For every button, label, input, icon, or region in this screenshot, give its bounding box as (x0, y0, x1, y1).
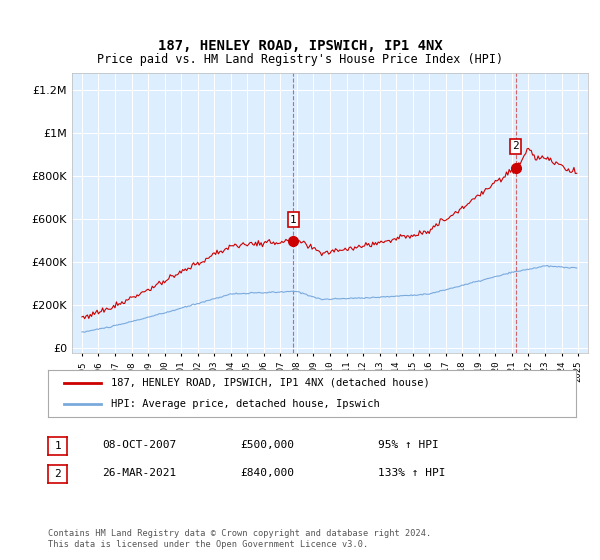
Text: 2: 2 (54, 469, 61, 479)
Text: 1: 1 (54, 441, 61, 451)
Text: 95% ↑ HPI: 95% ↑ HPI (378, 440, 439, 450)
Text: 187, HENLEY ROAD, IPSWICH, IP1 4NX (detached house): 187, HENLEY ROAD, IPSWICH, IP1 4NX (deta… (112, 378, 430, 388)
Text: £500,000: £500,000 (240, 440, 294, 450)
Text: Price paid vs. HM Land Registry's House Price Index (HPI): Price paid vs. HM Land Registry's House … (97, 53, 503, 66)
Text: 08-OCT-2007: 08-OCT-2007 (102, 440, 176, 450)
Text: 1: 1 (290, 214, 296, 225)
Text: 26-MAR-2021: 26-MAR-2021 (102, 468, 176, 478)
Text: £840,000: £840,000 (240, 468, 294, 478)
Text: 2: 2 (512, 142, 519, 151)
Text: Contains HM Land Registry data © Crown copyright and database right 2024.
This d: Contains HM Land Registry data © Crown c… (48, 529, 431, 549)
Text: 133% ↑ HPI: 133% ↑ HPI (378, 468, 445, 478)
Text: 187, HENLEY ROAD, IPSWICH, IP1 4NX: 187, HENLEY ROAD, IPSWICH, IP1 4NX (158, 39, 442, 53)
Text: HPI: Average price, detached house, Ipswich: HPI: Average price, detached house, Ipsw… (112, 399, 380, 409)
